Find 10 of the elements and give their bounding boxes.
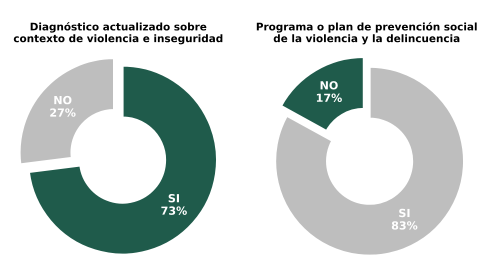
slice-label: NO (320, 81, 338, 90)
data-label: 83% (392, 221, 418, 230)
data-label: 17% (316, 94, 342, 102)
data-label: 73% (161, 206, 187, 215)
slice-label: SI (399, 208, 410, 218)
slice-label: SI (168, 194, 179, 202)
data-label: 27% (50, 108, 76, 117)
slice-label: NO (54, 96, 72, 104)
chart-title: Diagnóstico actualizado sobre contexto de violencia e inseguridad (14, 22, 222, 44)
chart-title: Programa o plan de prevención social de la violencia y la delincuencia (256, 22, 477, 44)
